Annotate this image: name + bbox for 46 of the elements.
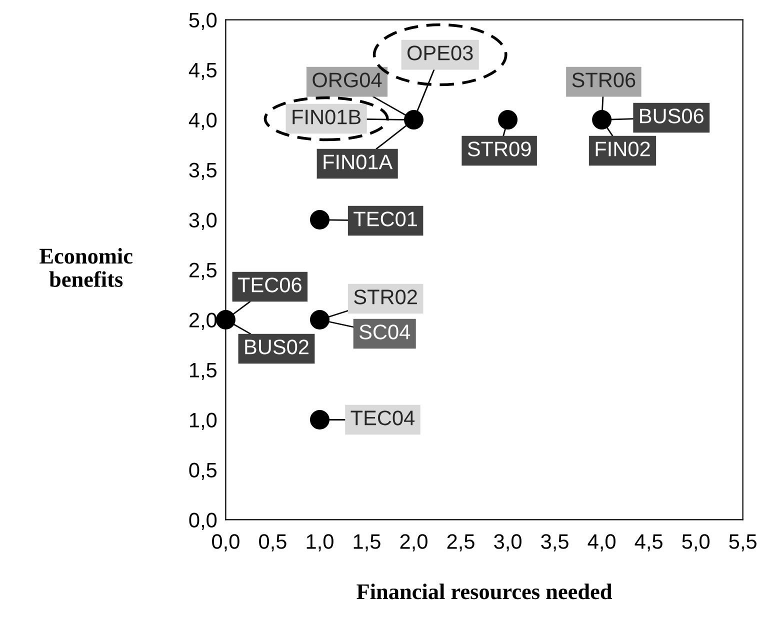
point: [310, 310, 330, 330]
annotation: FIN01A: [324, 154, 393, 170]
x-tick-label: 1,5: [354, 534, 380, 552]
annotation: STR06: [572, 72, 636, 88]
x-tick-label: 2,5: [447, 534, 474, 552]
x-tick-label: 0,5: [259, 534, 286, 552]
annotation: SC04: [360, 324, 410, 340]
annotation: FIN02: [596, 142, 650, 156]
y-tick-label: 5,0: [189, 12, 217, 30]
x-tick-label: 2,0: [400, 534, 428, 552]
y-tick-label: 0,5: [189, 462, 217, 480]
x-tick-label: 1,0: [306, 534, 334, 552]
point: [404, 110, 424, 130]
annotation: STR09: [468, 142, 531, 156]
annotation: OPE03: [407, 46, 473, 60]
y-axis-title: Economic benefits: [40, 248, 132, 287]
y-tick-label: 1,5: [190, 362, 217, 380]
x-axis-title: Financial resources needed: [356, 584, 612, 600]
x-tick-label: 3,0: [494, 534, 522, 552]
annotation: BUS06: [640, 108, 704, 124]
annotation: BUS02: [245, 340, 308, 354]
annotation: TEC04: [350, 410, 415, 426]
y-tick-label: 4,0: [188, 112, 217, 130]
annotation: FIN01B: [292, 110, 361, 124]
y-tick-label: 2,0: [189, 312, 217, 330]
x-tick-label: 0,0: [212, 534, 240, 552]
point: [310, 410, 330, 430]
point: [592, 110, 612, 130]
y-tick-label: 1,0: [190, 412, 217, 430]
y-tick-label: 3,5: [189, 162, 217, 180]
x-tick-label: 4,0: [588, 534, 616, 552]
point: [216, 310, 236, 330]
y-tick-label: 3,0: [189, 212, 217, 230]
y-tick-label: 2,5: [189, 262, 217, 280]
x-tick-label: 3,5: [541, 534, 568, 552]
x-tick-label: 5,5: [729, 534, 756, 552]
point: [310, 210, 330, 230]
y-tick-label: 0,0: [189, 512, 217, 530]
y-tick-label: 4,5: [188, 62, 217, 80]
x-tick-label: 5,0: [682, 534, 710, 552]
annotation: ORG04: [312, 72, 382, 88]
annotation: STR02: [354, 290, 417, 304]
annotation: TEC06: [238, 278, 302, 292]
x-tick-label: 4,5: [634, 534, 662, 552]
point: [498, 110, 518, 130]
annotation: TEC01: [354, 212, 417, 226]
